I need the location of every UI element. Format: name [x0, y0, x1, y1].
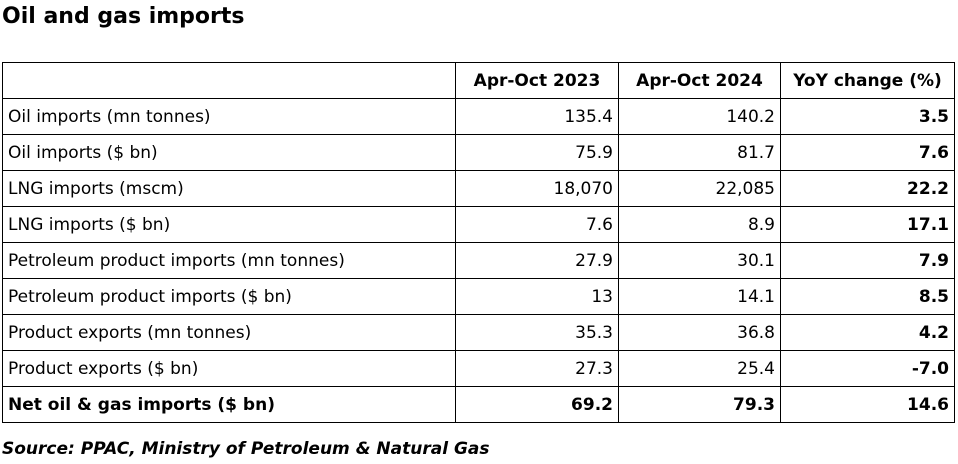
- value-apr-oct-2023: 27.9: [455, 242, 619, 279]
- header-cell-apr-oct-2024: Apr-Oct 2024: [618, 62, 781, 99]
- value-yoy-change: -7.0: [780, 350, 955, 387]
- page-title: Oil and gas imports: [2, 4, 245, 29]
- header-cell-label: [2, 62, 456, 99]
- row-label: Product exports ($ bn): [2, 350, 456, 387]
- value-yoy-change: 3.5: [780, 98, 955, 135]
- table-row: LNG imports ($ bn) 7.6 8.9 17.1: [2, 206, 955, 243]
- row-label: Petroleum product imports (mn tonnes): [2, 242, 456, 279]
- value-apr-oct-2023: 18,070: [455, 170, 619, 207]
- table-row: Product exports (mn tonnes) 35.3 36.8 4.2: [2, 314, 955, 351]
- value-apr-oct-2024: 25.4: [618, 350, 781, 387]
- table-row: LNG imports (mscm) 18,070 22,085 22.2: [2, 170, 955, 207]
- value-yoy-change: 22.2: [780, 170, 955, 207]
- value-apr-oct-2023: 13: [455, 278, 619, 315]
- value-apr-oct-2023: 27.3: [455, 350, 619, 387]
- value-apr-oct-2024: 30.1: [618, 242, 781, 279]
- table-row: Petroleum product imports ($ bn) 13 14.1 8.…: [2, 278, 955, 315]
- source-note: Source: PPAC, Ministry of Petroleum & Na…: [2, 439, 490, 459]
- row-label: LNG imports (mscm): [2, 170, 456, 207]
- value-yoy-change: 7.9: [780, 242, 955, 279]
- header-cell-apr-oct-2023: Apr-Oct 2023: [455, 62, 619, 99]
- table-body: Oil imports (mn tonnes) 135.4 140.2 3.5 Oil …: [2, 98, 955, 423]
- value-apr-oct-2024: 8.9: [618, 206, 781, 243]
- value-apr-oct-2023: 35.3: [455, 314, 619, 351]
- table-row: Oil imports (mn tonnes) 135.4 140.2 3.5: [2, 98, 955, 135]
- value-apr-oct-2024: 22,085: [618, 170, 781, 207]
- header-cell-yoy-change: YoY change (%): [780, 62, 955, 99]
- value-yoy-change: 7.6: [780, 134, 955, 171]
- value-apr-oct-2024: 140.2: [618, 98, 781, 135]
- value-yoy-change: 4.2: [780, 314, 955, 351]
- table-row: Net oil & gas imports ($ bn) 69.2 79.3 14.6: [2, 386, 955, 423]
- value-yoy-change: 14.6: [780, 386, 955, 423]
- value-apr-oct-2024: 81.7: [618, 134, 781, 171]
- value-yoy-change: 17.1: [780, 206, 955, 243]
- value-apr-oct-2023: 75.9: [455, 134, 619, 171]
- table-row: Product exports ($ bn) 27.3 25.4 -7.0: [2, 350, 955, 387]
- value-apr-oct-2023: 7.6: [455, 206, 619, 243]
- value-apr-oct-2024: 36.8: [618, 314, 781, 351]
- imports-table: Apr-Oct 2023 Apr-Oct 2024 YoY change (%)…: [2, 62, 955, 423]
- table-row: Petroleum product imports (mn tonnes) 27.…: [2, 242, 955, 279]
- table-row: Oil imports ($ bn) 75.9 81.7 7.6: [2, 134, 955, 171]
- row-label: Oil imports ($ bn): [2, 134, 456, 171]
- table-header-row: Apr-Oct 2023 Apr-Oct 2024 YoY change (%): [2, 62, 955, 99]
- row-label: LNG imports ($ bn): [2, 206, 456, 243]
- value-yoy-change: 8.5: [780, 278, 955, 315]
- row-label: Product exports (mn tonnes): [2, 314, 456, 351]
- value-apr-oct-2024: 14.1: [618, 278, 781, 315]
- row-label: Net oil & gas imports ($ bn): [2, 386, 456, 423]
- value-apr-oct-2023: 135.4: [455, 98, 619, 135]
- value-apr-oct-2024: 79.3: [618, 386, 781, 423]
- row-label: Petroleum product imports ($ bn): [2, 278, 456, 315]
- value-apr-oct-2023: 69.2: [455, 386, 619, 423]
- row-label: Oil imports (mn tonnes): [2, 98, 456, 135]
